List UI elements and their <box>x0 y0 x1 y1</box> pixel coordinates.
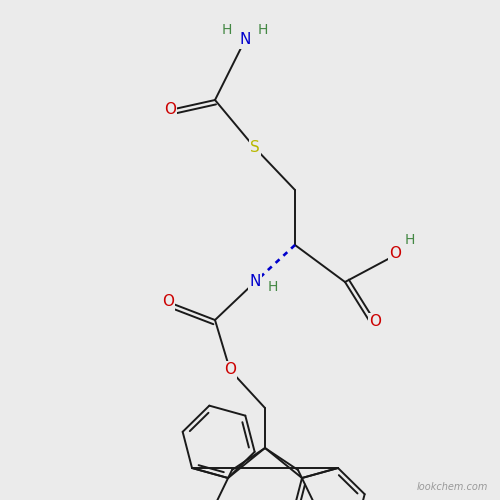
Text: H: H <box>258 23 268 37</box>
Text: O: O <box>224 362 236 378</box>
Text: N: N <box>240 32 250 48</box>
Text: O: O <box>369 314 381 330</box>
Text: H: H <box>405 233 415 247</box>
Text: H: H <box>222 23 232 37</box>
Text: O: O <box>162 294 174 310</box>
Text: O: O <box>389 246 401 260</box>
Text: O: O <box>164 102 176 118</box>
Text: N: N <box>250 274 260 289</box>
Text: lookchem.com: lookchem.com <box>416 482 488 492</box>
Text: H: H <box>268 280 278 294</box>
Text: S: S <box>250 140 260 156</box>
